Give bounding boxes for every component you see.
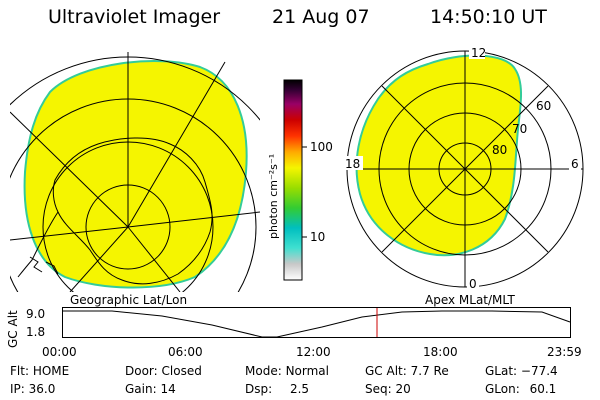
meridian-line [127, 226, 181, 292]
timeline-tick-label: 18:00 [423, 345, 458, 359]
geo-caption: Geographic Lat/Lon [70, 293, 188, 307]
timeline-y-title: GC Alt [6, 310, 20, 348]
status-glon: GLon: 60.1 [485, 382, 557, 396]
observation-time: 14:50:10 UT [430, 6, 547, 28]
polar-diagonal [381, 85, 549, 253]
status-flt: Flt: HOME [10, 364, 70, 378]
timeline-tick-label: 06:00 [168, 345, 203, 359]
mlt-label-left: 18 [345, 157, 360, 171]
colorbar-gradient [283, 79, 303, 281]
mlat-ring-label-80: 80 [492, 143, 507, 157]
geographic-map-panel [10, 52, 260, 292]
status-gc-alt: GC Alt: 7.7 Re [365, 364, 449, 378]
mlt-label-top: 12 [471, 46, 486, 60]
status-gain: Gain: 14 [125, 382, 176, 396]
colorbar-tick-label: 10 [310, 230, 325, 244]
timeline-frame [62, 307, 571, 338]
polar-mlt-panel: 12 18 6 0 60 70 80 [343, 45, 584, 292]
meridian-line [10, 111, 129, 228]
coastline-fragment [29, 256, 59, 275]
status-glat: GLat: −77.4 [485, 364, 558, 378]
coastline [52, 137, 213, 285]
mlt-label-bottom: 0 [469, 277, 477, 291]
meridian-line [127, 61, 226, 228]
meridian-line [69, 226, 129, 292]
status-door: Door: Closed [125, 364, 202, 378]
altitude-curve [62, 310, 571, 338]
apex-caption: Apex MLat/MLT [425, 293, 515, 307]
aurora-oval-polar [355, 54, 522, 257]
status-seq: Seq: 20 [365, 382, 411, 396]
mlt-label-right: 6 [571, 157, 579, 171]
timeline-tick-label: 12:00 [296, 345, 331, 359]
timeline-y-max: 9.0 [26, 307, 46, 321]
timeline-tick-label: 23:59 [547, 345, 582, 359]
mlat-ring-label-60: 60 [536, 99, 551, 113]
timeline-tick-label: 00:00 [42, 345, 77, 359]
colorbar-unit-label: photon cm⁻²s⁻¹ [267, 154, 280, 239]
mlat-ring-label-70: 70 [512, 122, 527, 136]
status-dsp: Dsp: 2.5 [245, 382, 310, 396]
meridian-line [127, 211, 260, 228]
timeline-y-min: 1.8 [26, 325, 46, 339]
app-title: Ultraviolet Imager [48, 6, 221, 28]
observation-date: 21 Aug 07 [272, 6, 370, 28]
status-mode: Mode: Normal [245, 364, 329, 378]
altitude-timeline [62, 307, 571, 338]
coastline-peninsula [17, 211, 59, 278]
meridian-line [10, 226, 129, 241]
intensity-colorbar: 100 10 photon cm⁻²s⁻¹ [267, 79, 333, 281]
status-ip: IP: 36.0 [10, 382, 56, 396]
colorbar-tick-label: 100 [310, 140, 333, 154]
